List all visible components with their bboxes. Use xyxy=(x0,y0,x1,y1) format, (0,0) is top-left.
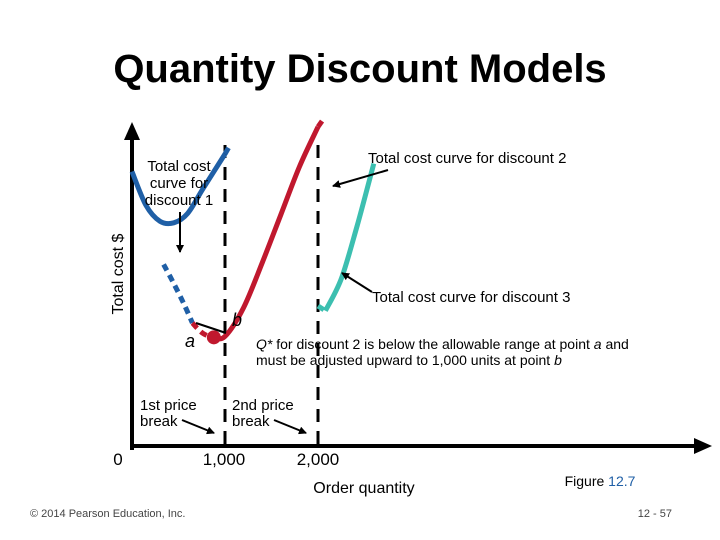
point-a-leader xyxy=(195,322,227,334)
price-break-2-arrow xyxy=(273,419,307,435)
series-3-segment-1-dashed xyxy=(316,303,327,313)
x-tick-2000: 2,000 xyxy=(297,450,340,469)
discount3-arrow xyxy=(341,272,373,293)
series-2-segment-1-dashed xyxy=(190,321,215,340)
x-tick-1000: 1,000 xyxy=(203,450,246,469)
x-axis-arrow xyxy=(694,438,712,454)
qstar-text-1-end: and xyxy=(602,336,629,352)
price-break-1-arrow xyxy=(181,419,215,435)
series-2-segment-2-solid xyxy=(213,125,321,342)
curves-group xyxy=(129,117,377,342)
price-break-2-label-line2: break xyxy=(232,413,270,430)
figure-prefix: Figure xyxy=(565,473,609,489)
point-b-label: b xyxy=(232,310,242,330)
price-break-1-label-line1: 1st price xyxy=(140,397,197,414)
footer-copyright: © 2014 Pearson Education, Inc. xyxy=(30,508,185,520)
point-a-marker xyxy=(206,330,221,345)
price-break-1-label-line2: break xyxy=(140,413,178,430)
series-3-segment-2-solid xyxy=(323,162,377,312)
qstar-note-line2: must be adjusted upward to 1,000 units a… xyxy=(256,352,562,368)
series-1-segment-3-dashed xyxy=(222,143,233,156)
qstar-text-1: for discount 2 is below the allowable ra… xyxy=(272,336,593,352)
qstar-note-line1: Q* for discount 2 is below the allowable… xyxy=(256,336,629,352)
discount3-label: Total cost curve for discount 3 xyxy=(372,289,570,306)
qstar-point-a: a xyxy=(594,336,602,352)
qstar-text-2: must be adjusted upward to 1,000 units a… xyxy=(256,352,554,368)
price-break-2-label-line1: 2nd price xyxy=(232,397,294,414)
discount1-label-line2: curve for xyxy=(150,175,208,192)
discount1-label-line1: Total cost xyxy=(147,158,211,175)
qstar-symbol: Q* xyxy=(256,336,273,352)
y-axis-arrow xyxy=(124,122,140,140)
series-2-segment-3-dashed xyxy=(315,117,326,129)
series-1-segment-1-dashed xyxy=(161,263,195,324)
page-number: 12 - 57 xyxy=(638,508,672,520)
discount2-arrow xyxy=(332,169,389,188)
figure-label: Figure 12.7 xyxy=(565,473,636,489)
discount1-label-line3: discount 1 xyxy=(145,192,213,209)
discount2-label: Total cost curve for discount 2 xyxy=(368,150,566,167)
slide-title: Quantity Discount Models xyxy=(113,47,606,91)
figure-number: 12.7 xyxy=(608,473,635,489)
qstar-point-b: b xyxy=(554,352,562,368)
point-a-label: a xyxy=(185,331,195,351)
x-tick-0: 0 xyxy=(113,450,122,469)
x-axis-label: Order quantity xyxy=(313,480,414,497)
series-1-segment-2-solid xyxy=(129,152,228,227)
y-axis-label: Total cost $ xyxy=(110,233,127,314)
